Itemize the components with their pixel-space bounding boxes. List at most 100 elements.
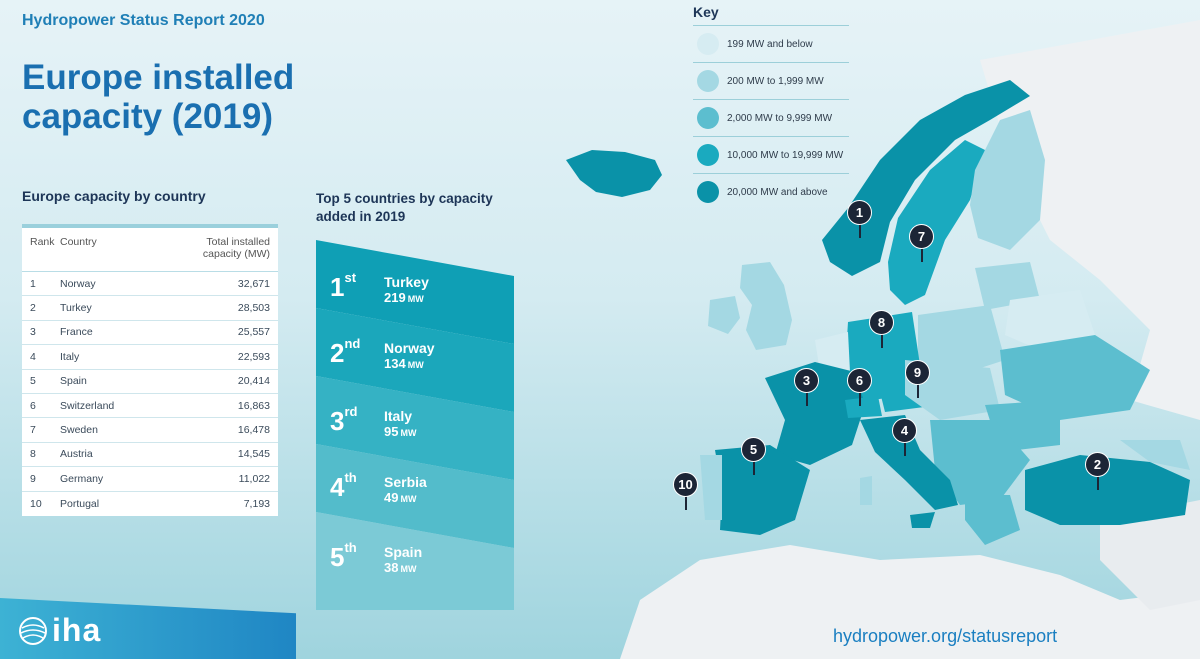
key-items: 199 MW and below 200 MW to 1,999 MW 2,000 …: [693, 25, 849, 210]
uk: [740, 262, 792, 350]
column-header-capacity: Total installed capacity (MW): [202, 236, 270, 260]
marker-stem: [858, 224, 861, 238]
capacity-cell: 7,193: [243, 497, 270, 510]
table-row: 6 Switzerland 16,863: [22, 394, 278, 419]
ukraine: [1000, 335, 1150, 420]
rank-cell: 10: [30, 497, 42, 510]
marker-label: 7: [909, 224, 934, 249]
rank-value: 219 MW: [384, 290, 424, 305]
capacity-cell: 25,557: [237, 326, 270, 339]
key-title: Key: [693, 4, 719, 20]
poland: [918, 305, 1005, 378]
sardinia: [860, 476, 872, 505]
marker-stem: [880, 334, 883, 348]
rank-cell: 7: [30, 424, 36, 437]
table-row: 5 Spain 20,414: [22, 370, 278, 394]
rank-cell: 3: [30, 326, 36, 339]
key-label: 20,000 MW and above: [727, 186, 828, 198]
key-swatch: [697, 70, 719, 92]
key-item: 2,000 MW to 9,999 MW: [693, 99, 849, 136]
rank-value: 134 MW: [384, 356, 424, 371]
capacity-cell: 20,414: [237, 375, 270, 388]
country-cell: Switzerland: [60, 399, 115, 412]
belarus: [1005, 290, 1095, 350]
table-body: 1 Norway 32,671 2 Turkey 28,503 3 France 25,557 4…: [22, 272, 278, 516]
table-row: 3 France 25,557: [22, 321, 278, 346]
finland: [970, 110, 1045, 250]
land-africa: [620, 545, 1200, 659]
country-cell: Norway: [60, 277, 96, 290]
marker-label: 1: [847, 200, 872, 225]
ribbon-band: [316, 308, 514, 412]
marker-stem: [1096, 476, 1099, 490]
capacity-cell: 11,022: [238, 472, 270, 485]
marker-label: 4: [892, 418, 917, 443]
column-header-country: Country: [60, 236, 97, 248]
marker-label: 8: [869, 310, 894, 335]
table-row: 4 Italy 22,593: [22, 345, 278, 370]
rank-value: 38 MW: [384, 560, 417, 575]
page-title: Europe installed capacity (2019): [22, 58, 295, 137]
marker-stem: [903, 442, 906, 456]
rank-number: 2nd: [330, 336, 361, 368]
rank-cell: 2: [30, 302, 36, 315]
top5-entry: 1st Turkey 219 MW: [316, 262, 514, 322]
rank-suffix: nd: [344, 336, 361, 352]
marker-label: 2: [1085, 452, 1110, 477]
capacity-cell: 16,863: [237, 399, 270, 412]
country-cell: Portugal: [60, 497, 100, 510]
ireland: [708, 296, 740, 334]
key-swatch: [697, 144, 719, 166]
benelux: [815, 332, 850, 372]
rank-number: 1st: [330, 270, 357, 302]
country-cell: Turkey: [60, 302, 92, 315]
rank-value: 95 MW: [384, 424, 417, 439]
key-label: 2,000 MW to 9,999 MW: [727, 112, 833, 124]
top5-entry: 2nd Norway 134 MW: [316, 328, 514, 388]
baltics: [975, 262, 1040, 310]
rank-unit: MW: [400, 494, 417, 504]
country-cell: Spain: [60, 375, 87, 388]
capacity-table: Rank Country Total installed capacity (M…: [22, 224, 278, 516]
rank-unit: MW: [407, 294, 424, 304]
rank-unit: MW: [400, 428, 417, 438]
turkey: [1025, 455, 1190, 525]
rank-cell: 8: [30, 448, 36, 461]
table-row: 10 Portugal 7,193: [22, 492, 278, 516]
land-russia: [980, 20, 1200, 420]
key-item: 10,000 MW to 19,999 MW: [693, 136, 849, 173]
rank-suffix: rd: [344, 404, 358, 420]
marker-label: 10: [673, 472, 698, 497]
table-row: 9 Germany 11,022: [22, 467, 278, 492]
marker-label: 6: [847, 368, 872, 393]
portugal: [700, 455, 722, 520]
rank-country: Spain: [384, 544, 423, 560]
sicily: [910, 512, 935, 528]
marker-stem: [920, 248, 923, 262]
column-header-rank: Rank: [30, 236, 55, 248]
capacity-cell: 32,671: [237, 277, 270, 290]
table-row: 2 Turkey 28,503: [22, 296, 278, 321]
marker-stem: [805, 392, 808, 406]
rank-country: Italy: [384, 408, 413, 424]
top5-ribbon: 1st Turkey 219 MW 2nd Norway 134 MW 3rd Italy 95 MW…: [316, 240, 514, 610]
footer-url[interactable]: hydropower.org/statusreport: [833, 626, 1058, 646]
map-key: Key 199 MW and below 200 MW to 1,999 MW 2,…: [693, 4, 849, 210]
key-item: 200 MW to 1,999 MW: [693, 62, 849, 99]
ribbon-graphic: [316, 240, 514, 610]
key-label: 200 MW to 1,999 MW: [727, 75, 824, 87]
country-cell: Sweden: [60, 424, 98, 437]
top5-entry: 5th Spain 38 MW: [316, 532, 514, 592]
france: [765, 362, 865, 465]
rank-country: Norway: [384, 340, 435, 356]
key-label: 199 MW and below: [727, 38, 813, 50]
rank-cell: 9: [30, 472, 36, 485]
rank-country: Turkey: [384, 274, 429, 290]
greece: [965, 495, 1020, 545]
rank-number: 3rd: [330, 404, 358, 436]
top5-entry: 4th Serbia 49 MW: [316, 462, 514, 522]
table-row: 7 Sweden 16,478: [22, 418, 278, 443]
rank-cell: 4: [30, 350, 36, 363]
switzerland: [845, 396, 882, 418]
